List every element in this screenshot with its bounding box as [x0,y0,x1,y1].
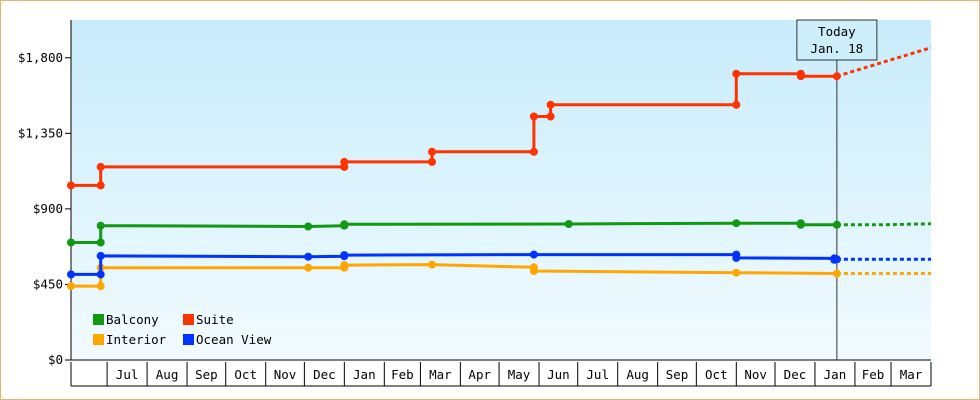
y-tick-label: $450 [33,276,63,291]
x-tick-label: Jan [824,367,847,382]
series-balcony [67,219,932,247]
data-point [564,220,573,228]
legend-item: Ocean View [183,332,272,347]
data-point [529,267,538,275]
data-point [796,72,805,81]
data-point [304,263,313,272]
series-suite [67,46,932,190]
y-tick-label: $900 [33,201,63,216]
legend-item: Balcony [93,312,159,327]
legend-swatch [93,314,104,325]
x-tick-label: Jul [586,367,609,382]
legend-item: Interior [93,332,167,347]
x-tick-label: Mar [900,367,923,382]
x-tick-label: Dec [784,367,807,382]
legend-label: Interior [106,332,167,347]
legend-label: Suite [196,312,234,327]
data-point [96,162,105,171]
data-point [67,270,75,279]
x-tick-label: Oct [705,367,728,382]
data-point [304,222,313,231]
data-point [67,181,75,190]
data-point [340,261,349,270]
data-point [96,238,105,247]
data-point [529,250,538,259]
data-point [732,268,741,277]
series-ocean-view [67,250,931,279]
legend-swatch [183,314,194,325]
data-point [832,269,841,278]
legend-label: Ocean View [196,332,272,347]
data-point [96,221,105,230]
data-point [732,100,741,109]
x-tick-label: Nov [274,367,297,382]
today-callout [796,19,878,61]
data-point [832,220,841,229]
y-tick-label: $0 [48,352,63,367]
data-point [96,251,105,260]
today-date: Jan. 18 [811,41,864,56]
axes: $0 $450 $900 $1,350 $1,800 Jul Aug Sep Oct Nov Dec… [18,20,932,387]
x-tick-label: Sep [195,367,218,382]
x-tick-label: Jun [547,367,570,382]
data-point [304,252,313,261]
legend: Balcony Suite Interior Ocean View [93,312,272,347]
plot-background [71,20,931,360]
data-point [428,260,436,269]
x-tick-label: Nov [744,367,767,382]
data-point [67,282,75,291]
data-point [67,238,75,247]
x-tick-label: Aug [156,367,179,382]
legend-swatch [93,334,104,345]
series-projection [836,222,932,227]
y-tick-label: $1,350 [18,125,63,140]
data-point [832,255,841,264]
x-tick-label: Oct [234,367,257,382]
legend-label: Balcony [106,312,159,327]
data-point [732,69,741,78]
data-point [96,181,105,190]
data-point [529,112,538,121]
data-point [732,253,741,262]
x-tick-label: Apr [468,367,491,382]
series-lines [67,46,932,291]
data-point [546,100,555,109]
legend-item: Suite [183,312,234,327]
x-tick-label: Feb [391,367,414,382]
x-tick-label: Feb [862,367,885,382]
x-tick-label: Sep [666,367,689,382]
x-tick-label: Jan [353,367,376,382]
data-point [832,72,841,81]
legend-swatch [183,334,194,345]
data-point [96,282,105,291]
data-point [529,147,538,156]
series-line [71,72,837,187]
data-point [96,270,105,279]
data-point [546,112,555,121]
data-point [340,157,349,166]
series-projection [836,46,932,78]
data-point [428,147,436,156]
data-point [428,157,436,166]
x-tick-label: May [508,367,531,382]
x-tick-label: Jul [116,367,139,382]
today-marker: Today Jan. 18 [796,19,878,360]
x-tick-label: Mar [429,367,452,382]
y-tick-label: $1,800 [18,50,63,65]
data-point [340,220,349,229]
data-point [796,220,805,229]
today-label: Today [818,24,856,39]
x-tick-label: Dec [313,367,336,382]
x-tick-label: Aug [626,367,649,382]
data-point [340,251,349,260]
data-point [732,219,741,228]
